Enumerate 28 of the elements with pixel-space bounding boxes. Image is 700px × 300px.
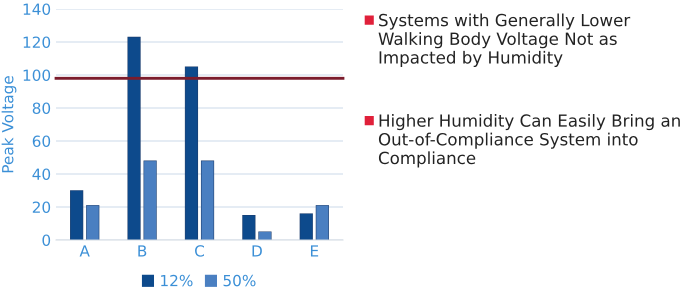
bar (200, 160, 214, 240)
bar (144, 160, 157, 240)
bar (316, 205, 329, 240)
y-axis-title: Peak Voltage (2, 76, 16, 172)
y-tick-label: 100 (24, 69, 50, 82)
text: Higher Humidity Can Easily Bring an Out-of-Compliance System into Compliance (378, 114, 680, 168)
bar (184, 66, 198, 240)
legend-label: 12% (161, 274, 193, 286)
legend-label: 50% (224, 274, 256, 286)
y-tick-label: 120 (24, 36, 50, 48)
bar (300, 213, 313, 240)
x-tick-label: A (80, 245, 90, 256)
y-tick-label: 60 (32, 135, 50, 148)
y-tick-label: 40 (32, 168, 50, 180)
bar (86, 205, 100, 240)
x-tick-label: E (310, 245, 318, 256)
x-tick-label: C (195, 245, 204, 257)
bar (242, 214, 256, 240)
bar (127, 36, 141, 240)
y-tick-label: 80 (32, 102, 50, 114)
bar (258, 231, 272, 240)
x-tick-label: D (252, 245, 262, 256)
y-tick-label: 20 (32, 201, 50, 214)
bar (70, 190, 84, 240)
y-tick-label: 0 (42, 234, 50, 246)
text: Systems with Generally Lower Walking Body Voltage Not as Impacted by Humidity (378, 14, 630, 67)
y-tick-label: 140 (24, 3, 50, 16)
x-tick-label: B (138, 245, 146, 256)
